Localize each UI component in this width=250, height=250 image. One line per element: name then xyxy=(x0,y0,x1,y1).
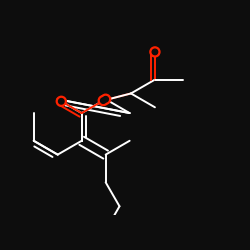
Circle shape xyxy=(152,49,158,55)
Circle shape xyxy=(98,96,108,106)
Circle shape xyxy=(100,98,106,103)
Circle shape xyxy=(103,96,108,102)
Circle shape xyxy=(56,96,66,106)
Circle shape xyxy=(101,94,111,104)
Circle shape xyxy=(58,98,64,104)
Circle shape xyxy=(150,47,160,57)
